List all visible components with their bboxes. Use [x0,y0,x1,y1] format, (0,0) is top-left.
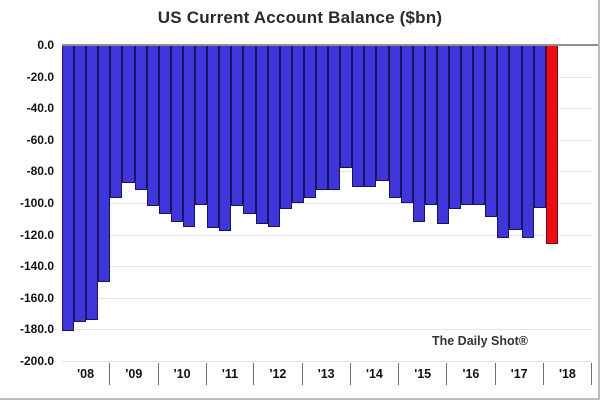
bar-2014-q3 [376,45,389,181]
bar-2013-q1 [303,45,316,199]
bar-2010-q3 [182,45,196,227]
x-axis-year-label-11: '11 [207,363,255,385]
x-axis-year-label-18: '18 [544,363,593,385]
y-axis-tick-label: -60.0 [26,133,54,147]
bar-2015-q3 [424,45,437,205]
bar-2015-q4 [436,45,449,224]
bar-2012-q3 [279,45,292,210]
y-axis-tick-label: -160.0 [19,291,54,305]
x-axis-year-label-12: '12 [254,363,303,385]
y-axis-tick-label: -180.0 [19,322,54,336]
y-axis-tick-label: -120.0 [19,228,54,242]
bar-2013-q3 [328,45,341,191]
x-axis-year-label-15: '15 [399,363,448,385]
bar-2009-q1 [110,45,123,199]
y-axis-tick-label: -200.0 [19,354,54,368]
bar-2011-q1 [207,45,220,229]
gridline [62,203,592,204]
bar-2012-q1 [255,45,268,224]
bar-2017-q2 [509,45,522,230]
y-axis-tick-label: -80.0 [26,164,54,178]
bar-2009-q2 [122,45,135,183]
bar-2017-q3 [521,45,534,238]
bar-2010-q2 [170,45,183,222]
y-axis-tick-label: -40.0 [26,101,54,115]
bar-2015-q2 [412,45,425,222]
bar-2008-q1 [62,45,75,331]
bar-2008-q4 [98,45,111,282]
x-axis-year-label-10: '10 [159,363,207,385]
bar-2014-q4 [388,45,401,199]
gridline [62,298,592,299]
bar-2014-q2 [364,45,377,188]
x-axis-year-label-08: '08 [62,363,111,385]
bar-2008-q2 [74,45,87,322]
bar-2016-q1 [449,45,462,210]
bar-2009-q4 [146,45,159,207]
gridline [62,266,592,267]
x-axis-year-label-13: '13 [303,363,351,385]
bar-2012-q4 [291,45,304,203]
gridline [62,235,592,236]
bar-2017-q1 [497,45,510,238]
plot-area: The Daily Shot® [62,45,592,362]
bar-2018-q1 [545,45,558,245]
bar-2012-q2 [267,45,280,227]
bar-2008-q3 [86,45,99,320]
x-axis-year-label-14: '14 [351,363,400,385]
x-axis-year-label-09: '09 [110,363,159,385]
bar-2010-q1 [158,45,171,215]
y-axis-tick-label: 0.0 [37,38,54,52]
bar-2016-q3 [473,45,486,205]
bar-2016-q2 [461,45,474,205]
x-axis-year-label-17: '17 [496,363,544,385]
bar-2017-q4 [533,45,546,208]
bar-2013-q2 [315,45,329,191]
x-axis: '08'09'10'11'12'13'14'15'16'17'18 [62,361,593,387]
bar-2009-q3 [134,45,147,191]
bar-2010-q4 [195,45,208,205]
gridline [62,329,592,330]
chart-title: US Current Account Balance ($bn) [157,8,443,27]
y-axis-tick-label: -20.0 [26,70,54,84]
watermark: The Daily Shot® [431,334,529,348]
x-axis-year-label-16: '16 [447,363,496,385]
bar-2011-q3 [231,45,244,207]
bar-2015-q1 [400,45,413,203]
bar-2016-q4 [485,45,498,218]
gridline [62,361,592,362]
y-axis-tick-label: -140.0 [19,259,54,273]
y-axis-tick-label: -100.0 [19,196,54,210]
zero-axis-line [62,44,598,46]
bars-layer [62,45,558,361]
bar-2014-q1 [352,45,365,188]
bar-2011-q4 [243,45,256,215]
bar-2013-q4 [340,45,353,169]
bar-2011-q2 [219,45,232,232]
